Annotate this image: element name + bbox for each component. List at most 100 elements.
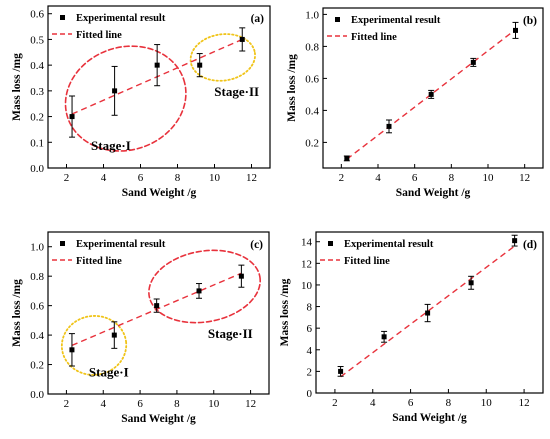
y-tick-label: 0 (307, 388, 313, 400)
panel-label: (c) (250, 239, 263, 251)
data-point (381, 330, 388, 343)
x-tick-label: 6 (412, 172, 418, 184)
point-marker (111, 332, 117, 338)
x-tick-label: 8 (449, 172, 455, 184)
point-marker (154, 303, 160, 309)
data-point (68, 333, 75, 367)
stage-label: Stage·I (89, 364, 129, 379)
y-axis-label: Mass loss /mg (286, 54, 298, 122)
plot-frame (315, 231, 544, 394)
x-tick-label: 10 (483, 172, 495, 184)
point-marker (428, 91, 434, 97)
point-marker (470, 59, 476, 65)
x-tick-label: 6 (408, 397, 414, 409)
point-marker (381, 334, 387, 340)
y-tick-label: 4 (307, 345, 313, 357)
legend-marker-square (60, 241, 65, 246)
y-tick-label: 1.0 (30, 242, 44, 254)
x-tick-label: 8 (174, 398, 180, 410)
data-point (196, 283, 203, 299)
data-point (337, 366, 344, 377)
x-tick-label: 10 (481, 397, 493, 409)
x-tick-label: 4 (370, 397, 376, 409)
legend-marker-square (328, 241, 333, 246)
x-tick-label: 10 (208, 398, 220, 410)
x-tick-label: 12 (245, 398, 256, 410)
legend-text: Fitted line (344, 256, 390, 267)
y-tick-label: 0.5 (30, 34, 44, 46)
x-tick-label: 12 (246, 172, 257, 184)
x-tick-label: 6 (138, 172, 144, 184)
x-tick-label: 2 (339, 172, 345, 184)
point-marker (197, 62, 203, 68)
fitted-line (346, 29, 516, 160)
data-point (424, 303, 431, 323)
x-axis-label: Sand Weight /g (122, 187, 197, 199)
y-tick-label: 0.3 (30, 86, 44, 98)
point-marker (239, 36, 245, 42)
y-tick-label: 0.6 (30, 9, 44, 21)
data-point (239, 27, 246, 52)
stage-ellipse (64, 45, 187, 152)
x-tick-label: 12 (519, 172, 530, 184)
point-marker (468, 280, 474, 286)
chart-panel-4: 2 4 6 8 10 12 0 2 4 6 8 10 12 14 Sand Weight /g Mass lo… (279, 231, 544, 424)
chart-panel-1: 2 4 6 8 10 12 0.0 0.1 0.2 0.3 0.4 0.5 0.6 Sand Weight… (11, 5, 271, 199)
stage-ellipse (148, 249, 261, 324)
stage-ellipse (189, 33, 256, 82)
legend-text: Experimental result (76, 13, 166, 24)
data-point (154, 44, 161, 87)
y-tick-label: 0.6 (30, 301, 44, 313)
x-axis-label: Sand Weight /g (121, 413, 196, 425)
y-axis-label: Mass loss /mg (11, 53, 23, 121)
y-tick-label: 0.4 (30, 330, 44, 342)
y-tick-label: 0.4 (30, 60, 44, 72)
x-tick-label: 2 (64, 398, 70, 410)
legend-marker-square (335, 17, 340, 22)
y-tick-label: 0.2 (30, 360, 44, 372)
y-tick-label: 14 (301, 237, 313, 249)
legend-text: Fitted line (351, 32, 397, 43)
x-tick-label: 4 (101, 172, 107, 184)
point-marker (154, 62, 160, 68)
legend-text: Fitted line (76, 256, 122, 267)
legend-text: Experimental result (344, 239, 434, 250)
y-tick-label: 0.0 (30, 389, 44, 401)
y-tick-label: 0.2 (305, 137, 319, 149)
point-marker (238, 273, 244, 279)
data-point (69, 95, 76, 138)
plot-frame (47, 5, 271, 169)
data-point (343, 155, 350, 162)
chart-panel-3: 2 4 6 8 10 12 0.0 0.2 0.4 0.6 0.8 1.0 Sand Weight /g… (11, 231, 270, 425)
data-point (468, 275, 475, 290)
y-tick-label: 0.8 (30, 271, 44, 283)
stage-label: Stage·II (214, 84, 259, 99)
data-point (512, 21, 519, 39)
legend-text: Experimental result (351, 15, 441, 26)
y-axis-label: Mass loss /mg (11, 279, 23, 347)
stage-label: Stage·II (208, 326, 253, 341)
point-marker (196, 288, 202, 294)
stage-label: Stage·I (91, 138, 131, 153)
y-tick-label: 10 (301, 280, 313, 292)
x-axis-label: Sand Weight /g (392, 412, 467, 424)
legend-marker-square (60, 15, 65, 20)
stage-ellipse (60, 315, 128, 376)
y-tick-label: 2 (307, 366, 313, 378)
x-tick-label: 8 (175, 172, 181, 184)
y-tick-label: 6 (307, 323, 313, 335)
point-marker (112, 88, 118, 94)
panel-label: (b) (523, 15, 537, 27)
x-tick-label: 8 (446, 397, 452, 409)
panel-label: (d) (523, 239, 537, 251)
x-tick-label: 4 (101, 398, 107, 410)
data-point (386, 119, 392, 134)
point-marker (425, 310, 431, 316)
point-marker (338, 368, 344, 374)
x-tick-label: 2 (64, 172, 70, 184)
x-tick-label: 12 (519, 397, 530, 409)
y-tick-label: 12 (301, 258, 312, 270)
data-point (470, 57, 477, 67)
y-tick-label: 0.4 (305, 105, 319, 117)
